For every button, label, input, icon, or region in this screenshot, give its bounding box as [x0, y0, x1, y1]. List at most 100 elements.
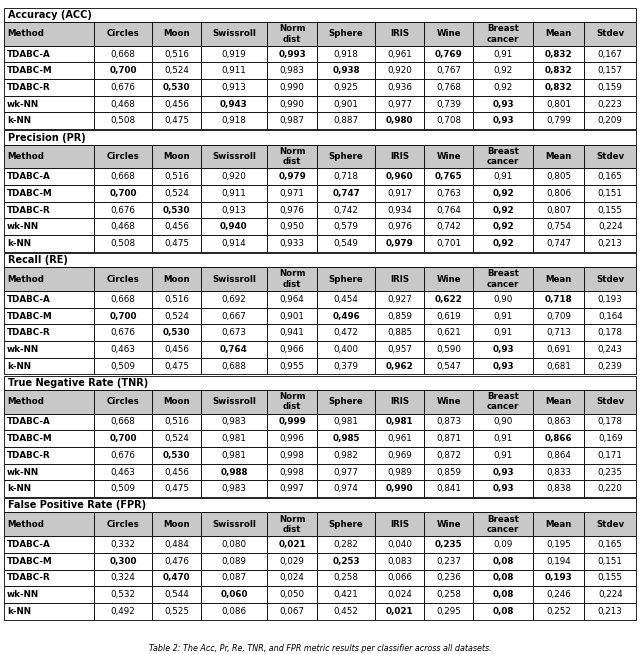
- Bar: [201, 570, 267, 586]
- Bar: [375, 112, 424, 129]
- Text: 0,885: 0,885: [387, 328, 412, 337]
- Text: 0,799: 0,799: [546, 116, 571, 126]
- Bar: [267, 112, 317, 129]
- Text: 0,914: 0,914: [221, 239, 246, 248]
- Bar: [584, 62, 636, 79]
- Text: Norm
dist: Norm dist: [279, 146, 305, 166]
- Bar: [267, 586, 317, 603]
- Bar: [94, 341, 152, 358]
- Text: 0,91: 0,91: [493, 434, 513, 443]
- Text: 0,243: 0,243: [598, 345, 623, 354]
- Bar: [317, 464, 375, 480]
- Bar: [317, 201, 375, 218]
- Text: IRIS: IRIS: [390, 152, 409, 161]
- Bar: [152, 22, 201, 46]
- Text: 0,508: 0,508: [110, 116, 136, 126]
- Text: 0,985: 0,985: [333, 434, 360, 443]
- Text: Circles: Circles: [106, 29, 140, 39]
- Text: 0,08: 0,08: [492, 557, 514, 566]
- Bar: [317, 168, 375, 185]
- Bar: [201, 390, 267, 413]
- Bar: [4, 112, 94, 129]
- Bar: [317, 291, 375, 307]
- Text: Moon: Moon: [163, 520, 189, 529]
- Bar: [532, 536, 584, 553]
- Text: 0,955: 0,955: [280, 362, 305, 371]
- Text: 0,040: 0,040: [387, 540, 412, 549]
- Bar: [584, 112, 636, 129]
- Text: 0,668: 0,668: [111, 50, 135, 59]
- Text: Wine: Wine: [436, 275, 461, 284]
- Text: TDABC-R: TDABC-R: [7, 451, 51, 460]
- Text: 0,983: 0,983: [221, 484, 246, 493]
- Text: 0,509: 0,509: [111, 484, 136, 493]
- Bar: [584, 324, 636, 341]
- Bar: [317, 79, 375, 95]
- Bar: [424, 324, 474, 341]
- Bar: [375, 341, 424, 358]
- Bar: [317, 430, 375, 447]
- Bar: [532, 553, 584, 570]
- Text: 0,456: 0,456: [164, 222, 189, 232]
- Text: 0,622: 0,622: [435, 295, 463, 304]
- Bar: [94, 218, 152, 235]
- Bar: [532, 185, 584, 201]
- Bar: [152, 145, 201, 168]
- Text: 0,960: 0,960: [386, 172, 413, 181]
- Bar: [532, 413, 584, 430]
- Bar: [201, 464, 267, 480]
- Text: 0,940: 0,940: [220, 222, 248, 232]
- Text: 0,193: 0,193: [545, 574, 572, 583]
- Text: 0,806: 0,806: [546, 189, 571, 198]
- Bar: [4, 46, 94, 63]
- Text: 0,708: 0,708: [436, 116, 461, 126]
- Text: 0,171: 0,171: [598, 451, 623, 460]
- Bar: [375, 570, 424, 586]
- Bar: [201, 46, 267, 63]
- Text: 0,524: 0,524: [164, 434, 189, 443]
- Bar: [152, 201, 201, 218]
- Bar: [94, 570, 152, 586]
- Bar: [267, 62, 317, 79]
- Bar: [584, 185, 636, 201]
- Bar: [584, 464, 636, 480]
- Bar: [474, 95, 532, 112]
- Bar: [532, 341, 584, 358]
- Text: 0,807: 0,807: [546, 205, 571, 215]
- Bar: [424, 145, 474, 168]
- Text: 0,151: 0,151: [598, 557, 623, 566]
- Bar: [474, 512, 532, 536]
- Bar: [4, 512, 94, 536]
- Bar: [317, 536, 375, 553]
- Bar: [152, 447, 201, 464]
- Bar: [267, 390, 317, 413]
- Bar: [424, 46, 474, 63]
- Text: 0,987: 0,987: [280, 116, 305, 126]
- Text: 0,530: 0,530: [163, 328, 190, 337]
- Text: 0,832: 0,832: [545, 50, 572, 59]
- Text: 0,619: 0,619: [436, 311, 461, 320]
- Bar: [152, 307, 201, 324]
- Text: TDABC-A: TDABC-A: [7, 50, 51, 59]
- Bar: [532, 512, 584, 536]
- Bar: [152, 413, 201, 430]
- Bar: [474, 480, 532, 497]
- Bar: [94, 46, 152, 63]
- Bar: [201, 235, 267, 252]
- Bar: [474, 430, 532, 447]
- Bar: [317, 62, 375, 79]
- Text: 0,887: 0,887: [333, 116, 359, 126]
- Bar: [584, 413, 636, 430]
- Text: 0,927: 0,927: [387, 295, 412, 304]
- Bar: [532, 307, 584, 324]
- Text: 0,463: 0,463: [111, 345, 135, 354]
- Bar: [152, 185, 201, 201]
- Text: 0,224: 0,224: [598, 222, 623, 232]
- Text: Sphere: Sphere: [329, 275, 364, 284]
- Bar: [584, 95, 636, 112]
- Text: 0,400: 0,400: [333, 345, 359, 354]
- Bar: [152, 218, 201, 235]
- Text: 0,871: 0,871: [436, 434, 461, 443]
- Text: 0,178: 0,178: [598, 328, 623, 337]
- Bar: [424, 112, 474, 129]
